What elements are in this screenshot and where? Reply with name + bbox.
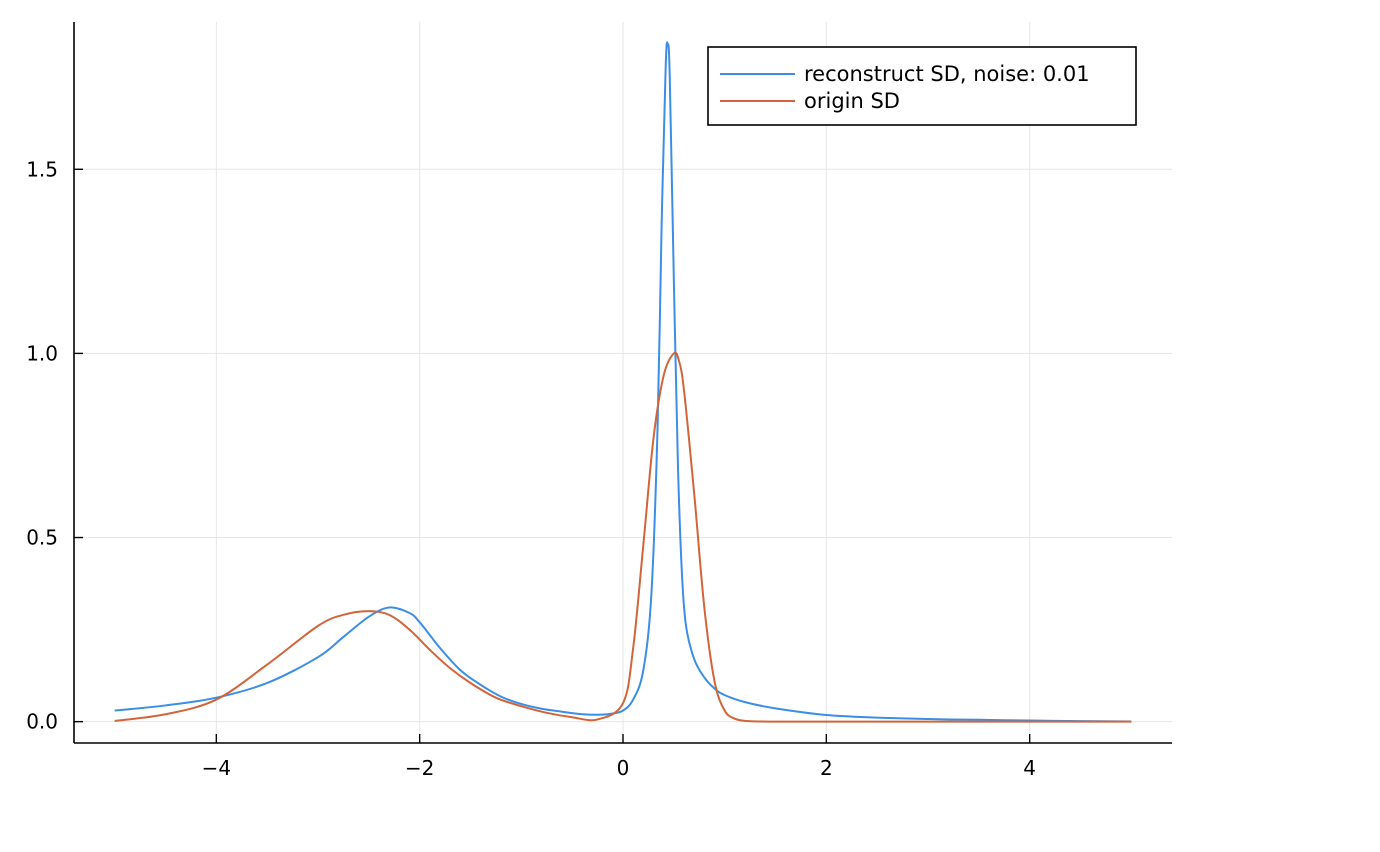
x-tick-label: 2 [820,756,833,780]
series-line-origin [114,351,1132,723]
y-tick-label: 1.5 [26,157,58,181]
x-tick-label: 4 [1023,756,1036,780]
grid [74,22,1172,743]
y-tick-label: 0.5 [26,526,58,550]
y-ticks: 0.0 0.5 1.0 1.5 [26,157,83,734]
plot-lines [114,41,1132,723]
x-ticks: −4 −2 0 2 4 [202,734,1036,780]
x-tick-label: −2 [405,756,434,780]
series-line-reconstruct [114,41,1132,723]
x-tick-label: −4 [202,756,231,780]
legend: reconstruct SD, noise: 0.01 origin SD [707,46,1137,126]
legend-label-origin: origin SD [804,89,900,113]
y-tick-label: 1.0 [26,341,58,365]
x-tick-label: 0 [617,756,630,780]
legend-label-reconstruct: reconstruct SD, noise: 0.01 [804,62,1090,86]
legend-box [707,46,1137,126]
y-tick-label: 0.0 [26,710,58,734]
